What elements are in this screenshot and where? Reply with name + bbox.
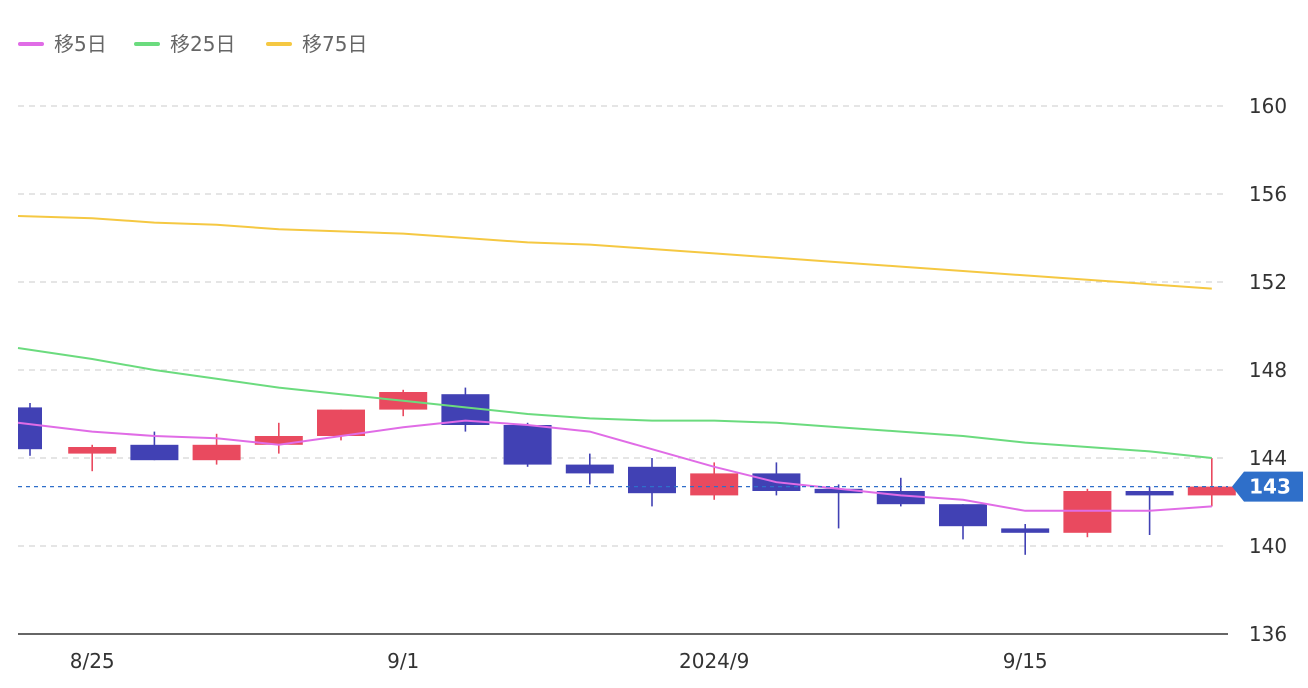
y-tick-label: 144 <box>1249 446 1287 470</box>
candle-up <box>68 444 117 472</box>
candle-down <box>565 453 614 485</box>
candle-body <box>317 409 365 436</box>
candle-body <box>690 473 739 496</box>
candle-body <box>68 447 117 454</box>
y-tick-label: 160 <box>1249 94 1287 118</box>
legend: 移5日 移25日 移75日 <box>18 32 367 56</box>
candle-down <box>18 403 42 456</box>
y-axis: 160 156 152 148 144 140 136 <box>1249 94 1287 646</box>
legend-label-ma25: 移25日 <box>170 32 235 56</box>
legend-item-ma5[interactable]: 移5日 <box>18 32 107 56</box>
legend-item-ma75[interactable]: 移75日 <box>266 32 367 56</box>
candle-down <box>503 422 552 467</box>
y-tick-label: 148 <box>1249 358 1287 382</box>
y-tick-label: 136 <box>1249 622 1287 646</box>
candle-down <box>876 477 925 507</box>
y-tick-label: 140 <box>1249 534 1287 558</box>
legend-label-ma75: 移75日 <box>302 32 367 56</box>
current-price-marker <box>1232 471 1303 502</box>
candles <box>18 387 1236 555</box>
candle-body <box>254 436 303 445</box>
current-price-tag: 143 <box>18 471 1303 502</box>
candle-up <box>1187 458 1236 507</box>
current-price-label: 143 <box>1249 475 1291 499</box>
candle-body <box>130 444 179 461</box>
x-tick-label: 2024/9 <box>679 649 749 673</box>
candle-body <box>814 488 863 494</box>
x-tick-label: 8/25 <box>70 649 115 673</box>
ma25-line <box>17 347 1212 459</box>
legend-label-ma5: 移5日 <box>54 32 107 56</box>
candle-down <box>628 458 676 507</box>
candle-up <box>1063 488 1112 538</box>
candle-up <box>317 409 365 441</box>
candle-body <box>1063 491 1112 533</box>
ma75-line <box>17 215 1212 290</box>
candle-body <box>628 466 676 494</box>
candle-body <box>503 425 552 465</box>
x-axis: 8/25 9/1 2024/9 9/15 <box>70 649 1048 673</box>
candle-body <box>565 464 614 474</box>
y-tick-label: 152 <box>1249 270 1287 294</box>
candle-down <box>814 484 863 529</box>
candle-body <box>1001 528 1050 533</box>
legend-item-ma25[interactable]: 移25日 <box>134 32 235 56</box>
candle-body <box>192 444 241 461</box>
grid <box>18 105 1228 635</box>
x-tick-label: 9/15 <box>1003 649 1048 673</box>
candle-down <box>939 504 987 540</box>
candle-up <box>254 422 303 454</box>
candle-up <box>690 462 739 500</box>
candle-body <box>939 504 987 527</box>
candle-body <box>18 407 42 450</box>
candle-body <box>1125 491 1174 496</box>
candle-body <box>1187 486 1236 496</box>
moving-averages <box>17 215 1212 512</box>
candle-down <box>1001 524 1050 555</box>
y-tick-label: 156 <box>1249 182 1287 206</box>
x-tick-label: 9/1 <box>387 649 419 673</box>
ma5-line <box>17 419 1212 512</box>
